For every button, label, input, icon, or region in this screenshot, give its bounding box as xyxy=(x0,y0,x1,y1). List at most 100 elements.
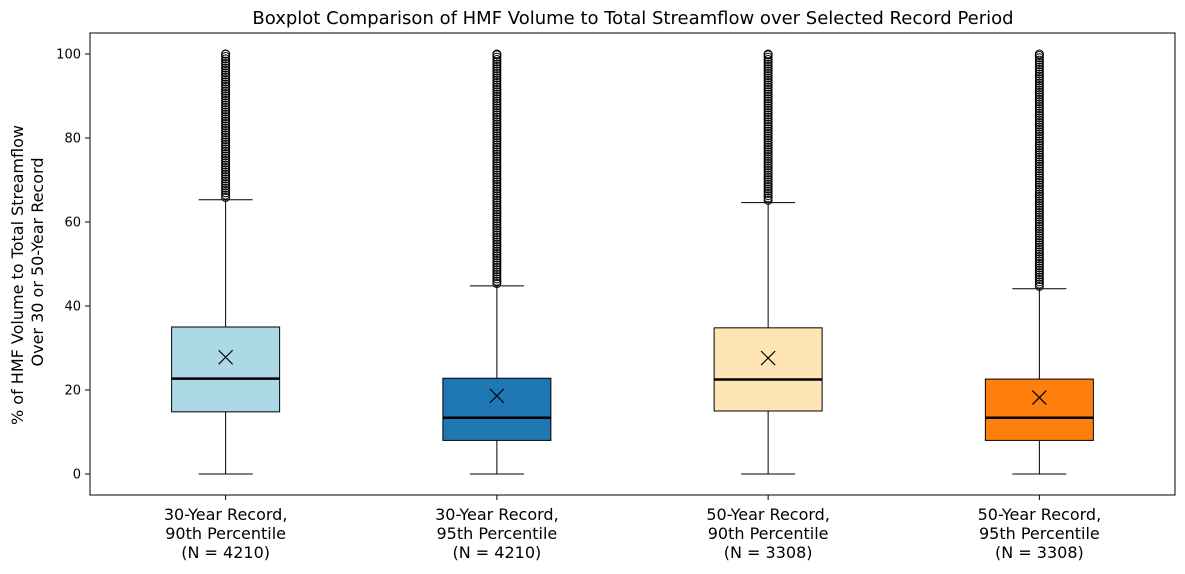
outlier-point xyxy=(221,169,231,179)
outlier-point xyxy=(1034,219,1044,229)
outlier-point xyxy=(763,64,773,74)
outlier-point xyxy=(221,109,231,119)
outlier-point xyxy=(492,156,502,166)
outlier-point xyxy=(492,61,502,71)
mean-marker xyxy=(760,350,776,366)
outlier-point xyxy=(1034,191,1044,201)
outlier-point xyxy=(1034,154,1044,164)
outlier-point xyxy=(763,138,773,148)
outlier-point xyxy=(492,82,502,92)
outlier-point xyxy=(763,105,773,115)
outlier-point xyxy=(1034,81,1044,90)
outlier-point xyxy=(492,170,502,180)
outlier-point xyxy=(221,188,231,198)
outlier-point xyxy=(492,128,502,138)
outlier-point xyxy=(492,255,502,265)
outlier-point xyxy=(763,98,773,108)
outlier-point xyxy=(492,218,502,228)
outlier-point xyxy=(1034,67,1044,77)
outlier-point xyxy=(1034,201,1044,211)
outlier-point xyxy=(492,49,502,59)
outlier-point xyxy=(492,225,502,235)
outlier-point xyxy=(1034,131,1044,141)
outlier-point xyxy=(492,242,502,252)
outlier-point xyxy=(492,96,502,106)
outlier-point xyxy=(1034,60,1044,70)
outlier-point xyxy=(221,61,231,71)
outlier-point xyxy=(1034,214,1044,224)
outlier-point xyxy=(1034,141,1044,151)
outlier-point xyxy=(763,117,773,127)
outlier-point xyxy=(492,59,502,69)
outlier-point xyxy=(763,121,773,131)
outlier-point xyxy=(492,274,502,284)
outlier-point xyxy=(492,145,502,155)
outlier-point xyxy=(763,78,773,88)
outlier-point xyxy=(763,147,773,157)
outlier-point xyxy=(492,251,502,261)
outlier-point xyxy=(763,163,773,173)
outlier-point xyxy=(221,54,231,64)
outlier-point xyxy=(492,223,502,233)
outlier-point xyxy=(492,216,502,226)
outlier-point xyxy=(763,135,773,145)
plot-frame xyxy=(89,32,1176,496)
outlier-point xyxy=(492,262,502,272)
outlier-point xyxy=(492,172,502,182)
outlier-point xyxy=(1034,175,1044,185)
outlier-point xyxy=(1034,198,1044,208)
outlier-point xyxy=(763,52,773,62)
outlier-point xyxy=(1034,178,1044,188)
outlier-point xyxy=(492,202,502,212)
outlier-point xyxy=(1034,184,1044,194)
outlier-point xyxy=(221,146,231,156)
outlier-point xyxy=(1034,173,1044,183)
outlier-point xyxy=(492,168,502,178)
outlier-point xyxy=(763,73,773,83)
outlier-point xyxy=(763,75,773,85)
outlier-point xyxy=(1034,83,1044,93)
outlier-point xyxy=(1034,64,1044,74)
outlier-point xyxy=(492,52,502,62)
y-tick-label: 0 xyxy=(73,468,81,483)
outlier-point xyxy=(1034,71,1044,81)
outlier-point xyxy=(1034,108,1044,118)
outlier-point xyxy=(492,126,502,136)
outlier-point xyxy=(492,142,502,152)
outlier-point xyxy=(763,115,773,125)
outlier-point xyxy=(1034,235,1044,245)
outlier-point xyxy=(492,124,502,134)
outlier-point xyxy=(221,105,231,115)
outlier-point xyxy=(1034,94,1044,104)
x-category-label: (N = 4210) xyxy=(453,543,542,562)
y-tick-label: 40 xyxy=(64,300,81,315)
outlier-point xyxy=(492,260,502,270)
outlier-point xyxy=(492,75,502,85)
outlier-point xyxy=(1034,254,1044,264)
outlier-point xyxy=(763,61,773,71)
y-axis-label-line-2: Over 30 or 50-Year Record xyxy=(28,158,47,367)
y-tick-label: 80 xyxy=(64,132,81,147)
outlier-point xyxy=(1034,268,1044,278)
outlier-point xyxy=(1034,136,1044,146)
outlier-point xyxy=(221,149,231,159)
y-tick-label: 20 xyxy=(64,384,81,399)
outlier-point xyxy=(492,209,502,219)
outlier-point xyxy=(1034,115,1044,125)
outlier-point xyxy=(492,175,502,185)
outlier-point xyxy=(492,64,502,74)
outlier-point xyxy=(763,96,773,106)
outlier-point xyxy=(763,172,773,182)
outlier-point xyxy=(492,235,502,245)
outlier-point xyxy=(1034,78,1044,88)
outlier-point xyxy=(221,56,231,66)
outlier-point xyxy=(492,165,502,175)
outlier-point xyxy=(763,184,773,194)
x-category-label: (N = 3308) xyxy=(995,543,1084,562)
outlier-point xyxy=(221,98,231,108)
outlier-point xyxy=(1034,272,1044,282)
outlier-point xyxy=(492,177,502,187)
outlier-point xyxy=(221,125,231,135)
outlier-point xyxy=(763,54,773,64)
outlier-point xyxy=(221,135,231,145)
